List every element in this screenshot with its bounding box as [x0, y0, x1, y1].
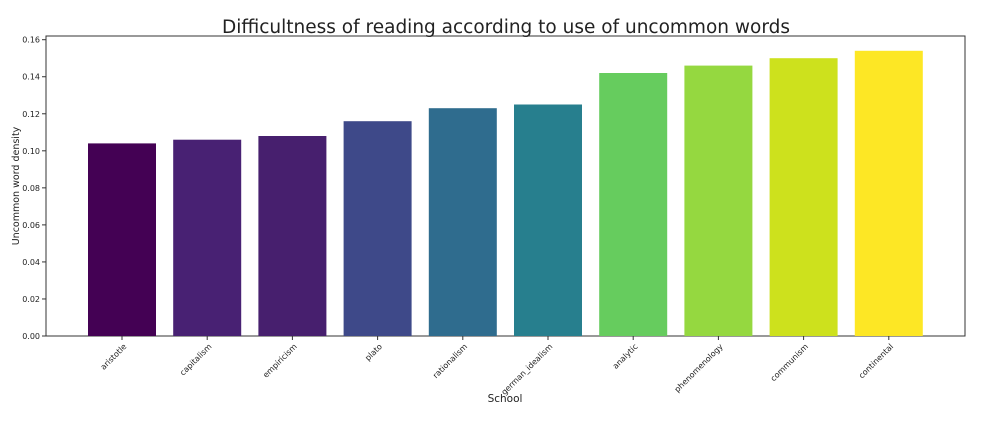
x-tick-label: analytic [611, 342, 640, 371]
x-tick-label: german_idealism [500, 342, 555, 397]
y-axis: 0.00 0.02 0.04 0.06 0.08 0.10 0.12 0.14 0.16 [22, 36, 46, 341]
bar-plato [343, 121, 412, 336]
y-tick-label: 0.02 [22, 295, 40, 304]
x-tick-label: plato [363, 342, 384, 363]
x-tick-label: rationalism [431, 342, 469, 380]
y-tick-label: 0.10 [22, 147, 40, 156]
bar-aristotle [88, 143, 156, 336]
chart-title: Difficultness of reading according to us… [222, 17, 790, 38]
x-axis-label: School [488, 393, 523, 405]
bar-analytic [599, 73, 668, 336]
y-tick-label: 0.04 [22, 258, 40, 267]
y-axis-label: Uncommon word density [11, 126, 22, 245]
y-tick-label: 0.16 [22, 36, 40, 45]
bars-group [88, 50, 923, 337]
y-tick-label: 0.00 [22, 332, 40, 341]
x-tick-label: communism [769, 342, 810, 383]
y-tick-label: 0.08 [22, 184, 40, 193]
bar-empiricism [258, 136, 327, 336]
bar-german-idealism [514, 104, 582, 336]
x-tick-label: phenomenology [673, 342, 725, 394]
x-tick-label: aristotle [99, 342, 129, 372]
plot-area-frame [45, 35, 966, 337]
bar-communism [769, 58, 838, 336]
y-tick-label: 0.06 [22, 221, 40, 230]
x-tick-label: capitalism [178, 342, 214, 378]
x-tick-label: empiricism [261, 342, 299, 380]
bar-rationalism [428, 108, 497, 336]
x-tick-label: continental [857, 342, 895, 380]
bar-continental [854, 50, 923, 337]
x-axis: aristotle capitalism empiricism plato ration… [99, 336, 895, 397]
y-tick-label: 0.12 [22, 110, 40, 119]
bar-capitalism [173, 139, 242, 336]
bar-phenomenology [684, 65, 753, 336]
y-tick-label: 0.14 [22, 73, 40, 82]
